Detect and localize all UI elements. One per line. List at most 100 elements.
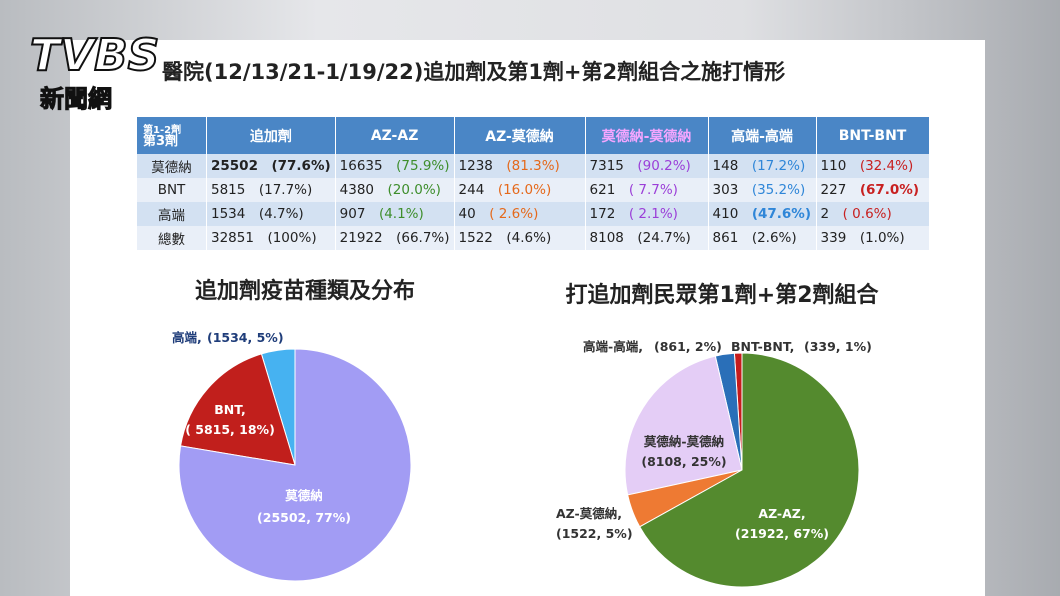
cell-count: 25502 xyxy=(211,158,258,174)
cell-count: 1534 xyxy=(211,206,246,222)
slice-value-label: (1534, 5%) xyxy=(207,330,284,345)
cell-percent: (32.4%) xyxy=(859,158,914,174)
slice-label: BNT-BNT, xyxy=(731,339,794,354)
table-cell: 244 (16.0%) xyxy=(454,178,586,202)
cell-count: 110 xyxy=(820,158,847,174)
cell-count: 621 xyxy=(589,182,616,198)
column-header: BNT-BNT xyxy=(816,117,930,154)
slice-label: AZ-AZ, xyxy=(758,506,805,521)
table-cell: 40 ( 2.6%) xyxy=(454,202,586,226)
slice-label: BNT, xyxy=(214,402,245,417)
row-label: 高端 xyxy=(137,202,207,226)
logo-brand: TVBS xyxy=(30,30,159,81)
cell-percent: (90.2%) xyxy=(637,158,691,174)
table-cell: 25502 (77.6%) xyxy=(206,154,336,178)
cell-count: 2 xyxy=(820,206,830,222)
corner-cell: 第1-2劑 第3劑 xyxy=(137,117,207,154)
table-cell: 339 (1.0%) xyxy=(816,226,930,250)
table-cell: 110 (32.4%) xyxy=(816,154,930,178)
slice-label: 莫德納-莫德納 xyxy=(644,434,724,449)
cell-count: 7315 xyxy=(589,158,624,174)
slice-value-label: (861, 2%) xyxy=(654,339,722,354)
table-row: BNT 5815 (17.7%) 4380 (20.0%) 244 (16.0%) 62… xyxy=(137,178,930,202)
cell-count: 32851 xyxy=(211,230,254,246)
cell-percent: (4.7%) xyxy=(258,206,304,222)
table-row: 總數 32851 (100%) 21922 (66.7%) 1522 (4.6%) 81… xyxy=(137,226,930,250)
table-cell: 227 (67.0%) xyxy=(816,178,930,202)
corner-bottom: 第3劑 xyxy=(143,133,179,149)
row-label: 總數 xyxy=(137,226,207,250)
cell-percent: (66.7%) xyxy=(396,230,450,246)
table-cell: 1522 (4.6%) xyxy=(454,226,586,250)
table-cell: 1534 (4.7%) xyxy=(206,202,336,226)
table-row: 高端 1534 (4.7%) 907 (4.1%) 40 ( 2.6%) 172 ( 2… xyxy=(137,202,930,226)
slice-label: 高端, xyxy=(172,330,202,345)
pie-slice xyxy=(639,352,860,588)
table-cell: 907 (4.1%) xyxy=(335,202,455,226)
column-header: AZ-莫德納 xyxy=(454,117,586,154)
cell-count: 1238 xyxy=(458,158,493,174)
cell-percent: (100%) xyxy=(267,230,317,246)
cell-count: 40 xyxy=(458,206,476,222)
table-cell: 172 ( 2.1%) xyxy=(585,202,709,226)
table-cell: 621 ( 7.7%) xyxy=(585,178,709,202)
cell-count: 339 xyxy=(820,230,847,246)
pie-slice xyxy=(178,348,412,582)
chart-title: 打追加劑民眾第1劑+第2劑組合 xyxy=(565,282,879,308)
header-row: 第1-2劑 第3劑 追加劑 AZ-AZ AZ-莫德納 莫德納-莫德納 高端-高端 BNT-BN… xyxy=(137,117,930,154)
column-header: AZ-AZ xyxy=(335,117,455,154)
cell-percent: (20.0%) xyxy=(387,182,441,198)
pie-slice xyxy=(180,353,296,466)
cell-count: 8108 xyxy=(589,230,624,246)
table-cell: 148 (17.2%) xyxy=(708,154,817,178)
cell-percent: (4.6%) xyxy=(506,230,552,246)
cell-count: 16635 xyxy=(339,158,383,174)
table-cell: 8108 (24.7%) xyxy=(585,226,709,250)
slice-label: AZ-莫德納, xyxy=(556,506,622,521)
cell-percent: (35.2%) xyxy=(751,182,806,198)
cell-count: 172 xyxy=(589,206,616,222)
cell-percent: ( 7.7%) xyxy=(628,182,678,198)
cell-percent: (4.1%) xyxy=(378,206,424,222)
table-cell: 5815 (17.7%) xyxy=(206,178,336,202)
cell-count: 907 xyxy=(339,206,366,222)
cell-percent: ( 2.1%) xyxy=(628,206,678,222)
table-cell: 7315 (90.2%) xyxy=(585,154,709,178)
slice-value-label: (25502, 77%) xyxy=(257,510,351,525)
cell-percent: (1.0%) xyxy=(859,230,905,246)
cell-count: 21922 xyxy=(339,230,383,246)
row-label: 莫德納 xyxy=(137,154,207,178)
slice-value-label: ( 5815, 18%) xyxy=(185,422,275,437)
slice-value-label: (1522, 5%) xyxy=(556,526,633,541)
cell-percent: (81.3%) xyxy=(506,158,560,174)
cell-count: 244 xyxy=(458,182,485,198)
cell-percent: ( 0.6%) xyxy=(842,206,892,222)
table-cell: 303 (35.2%) xyxy=(708,178,817,202)
slice-label: 高端-高端, xyxy=(583,339,643,354)
table-cell: 4380 (20.0%) xyxy=(335,178,455,202)
pie-slice xyxy=(624,355,743,496)
cell-percent: (75.9%) xyxy=(396,158,450,174)
cell-count: 4380 xyxy=(339,182,375,198)
cell-percent: (2.6%) xyxy=(751,230,797,246)
column-header: 追加劑 xyxy=(206,117,336,154)
slice-label: 莫德納 xyxy=(285,488,323,503)
table-cell: 2 ( 0.6%) xyxy=(816,202,930,226)
cell-count: 227 xyxy=(820,182,847,198)
logo-sub: 新聞網 xyxy=(40,85,112,113)
cell-percent: (24.7%) xyxy=(637,230,691,246)
cell-percent: (17.2%) xyxy=(751,158,806,174)
cell-count: 303 xyxy=(712,182,739,198)
chart-title: 追加劑疫苗種類及分布 xyxy=(195,278,415,304)
column-header: 莫德納-莫德納 xyxy=(585,117,709,154)
slide-title: 醫院(12/13/21-1/19/22)追加劑及第1劑+第2劑組合之施打情形 xyxy=(162,60,786,84)
table-cell: 21922 (66.7%) xyxy=(335,226,455,250)
cell-count: 410 xyxy=(712,206,739,222)
cell-count: 5815 xyxy=(211,182,246,198)
slice-value-label: (8108, 25%) xyxy=(641,454,726,469)
cell-percent: (77.6%) xyxy=(271,158,331,174)
slice-value-label: (21922, 67%) xyxy=(735,526,829,541)
column-header: 高端-高端 xyxy=(708,117,817,154)
table-cell: 1238 (81.3%) xyxy=(454,154,586,178)
